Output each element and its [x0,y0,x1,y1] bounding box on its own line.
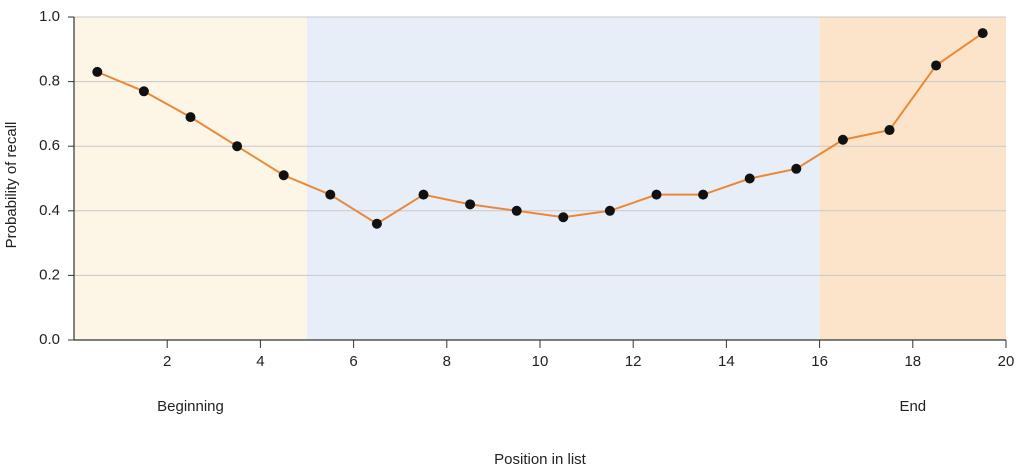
point [92,66,103,77]
x-tick-label: 12 [625,353,642,370]
point [325,189,336,200]
point [837,134,848,145]
point [791,163,802,174]
region [307,17,820,340]
region [74,17,307,340]
x-tick-label: 6 [349,353,357,370]
point [651,189,662,200]
region-label: Beginning [157,398,224,415]
point [558,212,569,223]
point [744,173,755,184]
x-tick-label: 16 [811,353,828,370]
point [977,28,988,39]
y-tick-label: 0.4 [39,202,60,219]
point [418,189,429,200]
region-label: End [899,398,926,415]
point [278,170,289,181]
point [465,199,476,210]
point [371,218,382,229]
region [819,17,1006,340]
x-tick-label: 4 [256,353,264,370]
point [604,205,615,216]
line [96,32,984,225]
x-tick-label: 18 [904,353,921,370]
y-tick-label: 0.8 [39,73,60,90]
y-tick-label: 0.0 [39,331,60,348]
x-tick-label: 14 [718,353,735,370]
point [185,112,196,123]
point [138,86,149,97]
x-tick-label: 20 [998,353,1015,370]
point [511,205,522,216]
point [931,60,942,71]
x-tick-label: 10 [532,353,549,370]
y-tick-label: 0.6 [39,137,60,154]
x-tick-label: 2 [163,353,171,370]
x-axis-label: Position in list [494,451,587,468]
point [232,141,243,152]
x-tick-label: 8 [443,353,451,370]
y-axis-label: Probability of recall [3,122,20,249]
y-tick-label: 1.0 [39,8,60,25]
point [884,125,895,136]
point [698,189,709,200]
y-tick-label: 0.2 [39,266,60,283]
